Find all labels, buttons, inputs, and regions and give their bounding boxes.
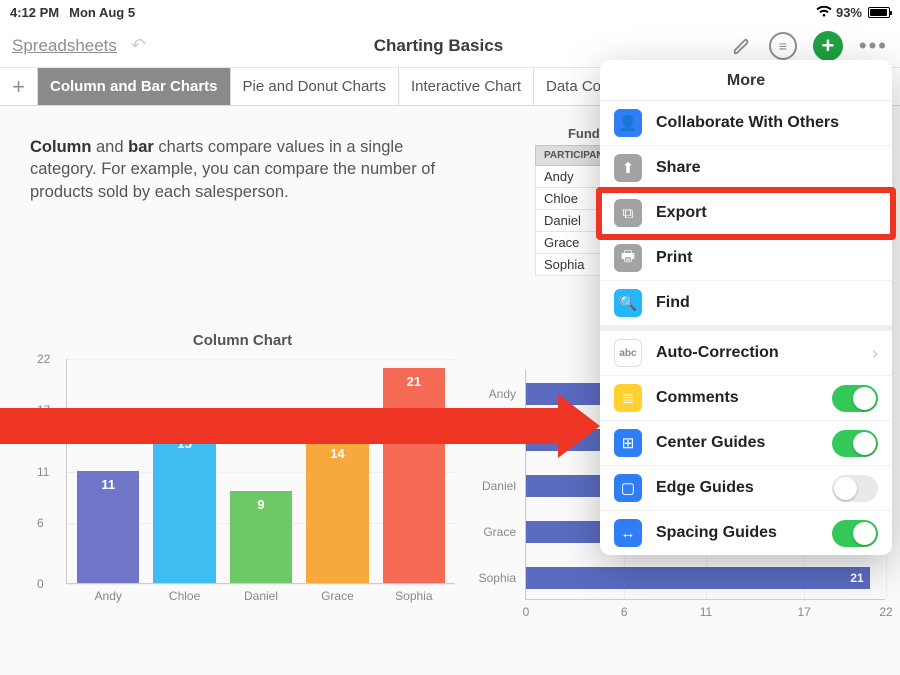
tab-1[interactable]: Pie and Donut Charts	[231, 68, 399, 105]
more-button[interactable]: •••	[859, 33, 888, 59]
wifi-icon	[816, 6, 832, 18]
menu-label: Comments	[656, 389, 818, 407]
add-tab-button[interactable]: +	[0, 68, 38, 105]
menu-label: Print	[656, 249, 878, 267]
bar-chart-bar[interactable]: 21	[526, 567, 870, 589]
person-icon: 👤	[614, 109, 642, 137]
menu-edge[interactable]: ▢ Edge Guides	[600, 466, 892, 511]
column-bar[interactable]: 9	[230, 491, 292, 583]
menu-autoc[interactable]: abc Auto-Correction ›	[600, 331, 892, 376]
column-bar[interactable]: 14	[306, 440, 368, 583]
battery-icon	[868, 7, 890, 18]
menu-circle-icon[interactable]: ≡	[769, 32, 797, 60]
column-bar[interactable]: 11	[77, 471, 139, 584]
status-bar: 4:12 PM Mon Aug 5 93%	[0, 0, 900, 24]
format-icon[interactable]	[731, 35, 753, 57]
toggle-center[interactable]	[832, 430, 878, 457]
tab-0[interactable]: Column and Bar Charts	[38, 68, 231, 105]
chevron-icon: ›	[872, 343, 878, 364]
back-button[interactable]: Spreadsheets	[12, 36, 117, 56]
popover-title: More	[600, 60, 892, 101]
toggle-comments[interactable]	[832, 385, 878, 412]
status-date: Mon Aug 5	[69, 5, 135, 20]
add-button[interactable]: +	[813, 31, 843, 61]
column-chart-title: Column Chart	[30, 332, 455, 349]
menu-label: Center Guides	[656, 434, 818, 452]
tab-2[interactable]: Interactive Chart	[399, 68, 534, 105]
comment-icon: ≣	[614, 384, 642, 412]
toggle-spacing[interactable]	[832, 520, 878, 547]
description-text: Column and bar charts compare values in …	[30, 136, 460, 203]
menu-label: Collaborate With Others	[656, 114, 878, 132]
print-icon: 🖶	[614, 244, 642, 272]
spacing-icon: ↔	[614, 519, 642, 547]
undo-button[interactable]: ↶	[131, 35, 146, 56]
column-chart: Column Chart 0611172211Andy15Chloe9Danie…	[30, 332, 455, 584]
column-bar[interactable]: 15	[153, 430, 215, 583]
center-icon: ⊞	[614, 429, 642, 457]
battery-pct: 93%	[836, 5, 862, 20]
column-bar[interactable]: 21	[383, 368, 445, 583]
highlight-box	[596, 187, 896, 240]
status-time: 4:12 PM	[10, 5, 59, 20]
menu-center[interactable]: ⊞ Center Guides	[600, 421, 892, 466]
more-popover: More 👤Collaborate With Others⬆︎Share⧉Exp…	[600, 60, 892, 555]
menu-comments[interactable]: ≣ Comments	[600, 376, 892, 421]
menu-share[interactable]: ⬆︎ Share	[600, 146, 892, 191]
edge-icon: ▢	[614, 474, 642, 502]
menu-spacing[interactable]: ↔ Spacing Guides	[600, 511, 892, 555]
menu-collab[interactable]: 👤 Collaborate With Others	[600, 101, 892, 146]
document-title: Charting Basics	[160, 36, 717, 56]
menu-label: Find	[656, 294, 878, 312]
menu-find[interactable]: 🔍 Find	[600, 281, 892, 325]
abc-icon: abc	[614, 339, 642, 367]
share-icon: ⬆︎	[614, 154, 642, 182]
menu-label: Edge Guides	[656, 479, 818, 497]
menu-label: Spacing Guides	[656, 524, 818, 542]
search-icon: 🔍	[614, 289, 642, 317]
menu-print[interactable]: 🖶 Print	[600, 236, 892, 281]
menu-label: Auto-Correction	[656, 344, 858, 362]
toggle-edge[interactable]	[832, 475, 878, 502]
menu-label: Share	[656, 159, 878, 177]
